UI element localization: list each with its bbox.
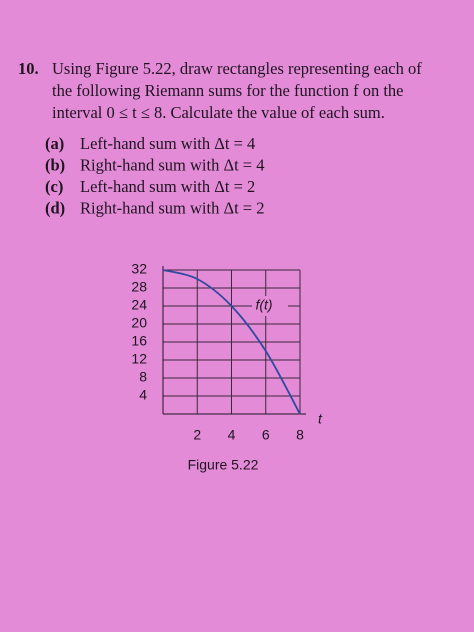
part-text: Left-hand sum with Δt = 4 [80, 134, 255, 153]
curve [162, 269, 301, 415]
x-tick-label: 6 [262, 427, 270, 443]
problem-number: 10. [18, 59, 39, 78]
x-tick-label: 4 [228, 427, 236, 443]
part-label: (b) [45, 155, 65, 174]
x-tick-label: 8 [296, 427, 304, 443]
y-tick-label: 24 [131, 297, 147, 313]
y-tick-label: 8 [139, 369, 147, 385]
part-label: (d) [45, 198, 65, 217]
part-label: (a) [45, 134, 64, 153]
problem-line: interval 0 ≤ t ≤ 8. Calculate the value … [52, 103, 385, 122]
y-tick-label: 28 [131, 279, 147, 295]
part-text: Right-hand sum with Δt = 2 [80, 198, 264, 217]
part-label: (c) [45, 177, 63, 196]
y-tick-label: 20 [131, 315, 147, 331]
curve-label: f(t) [255, 297, 272, 313]
part-text: Left-hand sum with Δt = 2 [80, 177, 255, 196]
y-tick-label: 4 [139, 387, 147, 403]
problem-line: Using Figure 5.22, draw rectangles repre… [52, 59, 422, 78]
y-tick-label: 12 [131, 351, 147, 367]
y-tick-label: 16 [131, 333, 147, 349]
legend-bg [252, 296, 289, 316]
figure-caption: Figure 5.22 [188, 457, 259, 473]
problem-line: the following Riemann sums for the funct… [52, 81, 403, 100]
x-axis-label: t [318, 411, 323, 427]
part-text: Right-hand sum with Δt = 4 [80, 155, 264, 174]
x-tick-label: 2 [193, 427, 201, 443]
y-tick-label: 32 [131, 261, 147, 277]
